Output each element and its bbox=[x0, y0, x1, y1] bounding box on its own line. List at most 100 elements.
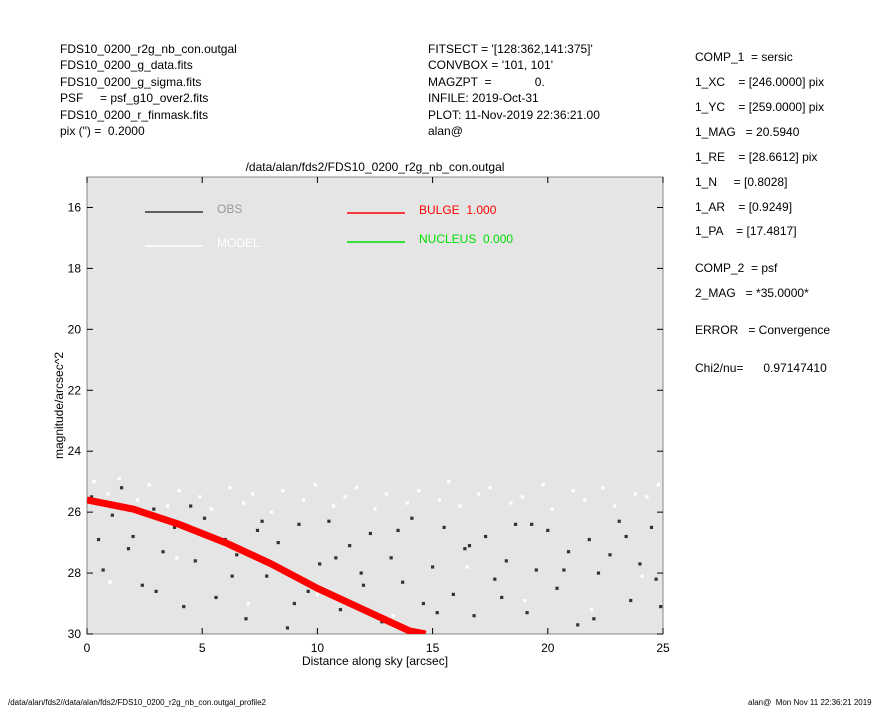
x-axis-label: Distance along sky [arcsec] bbox=[302, 654, 448, 668]
data-point bbox=[230, 574, 234, 578]
footer-right: alan@ Mon Nov 11 22:36:21 2019 bbox=[748, 698, 872, 707]
data-point bbox=[117, 477, 121, 481]
x-tick-label: 10 bbox=[311, 641, 325, 655]
legend-label: MODEL bbox=[217, 236, 260, 250]
legend-label: OBS bbox=[217, 202, 242, 216]
data-point bbox=[136, 498, 140, 502]
x-tick-label: 20 bbox=[541, 641, 555, 655]
parameter-line: 1_PA = [17.4817] bbox=[695, 224, 797, 238]
header-left-line: FDS10_0200_r2g_nb_con.outgal bbox=[60, 42, 237, 56]
header-middle-line: CONVBOX = '101, 101' bbox=[428, 58, 553, 73]
data-point bbox=[638, 562, 642, 566]
data-point bbox=[193, 559, 197, 563]
parameter-line: 1_AR = [0.9249] bbox=[695, 200, 793, 214]
data-point bbox=[435, 611, 439, 615]
header-middle-line: alan@ bbox=[428, 124, 463, 138]
data-point bbox=[327, 519, 331, 523]
parameter-line: 1_N = [0.8028] bbox=[695, 175, 788, 189]
x-tick-label: 5 bbox=[199, 641, 206, 655]
header-left-line: FDS10_0200_r_finmask.fits bbox=[60, 107, 209, 122]
data-point bbox=[477, 492, 481, 496]
parameter-line: 1_YC = [259.0000] pix bbox=[695, 100, 825, 114]
data-point bbox=[108, 580, 112, 584]
data-point bbox=[472, 614, 476, 618]
data-point bbox=[396, 528, 400, 533]
x-tick-label: 15 bbox=[426, 641, 440, 655]
data-point bbox=[465, 565, 469, 569]
data-point bbox=[546, 528, 550, 533]
parameter-line: COMP_2 = psf bbox=[695, 261, 778, 275]
data-point bbox=[172, 525, 177, 529]
y-tick-label: 26 bbox=[68, 505, 82, 519]
legend-label: NUCLEUS 0.000 bbox=[419, 232, 513, 246]
data-point bbox=[161, 550, 165, 554]
parameter-line: 1_RE = [28.6612] pix bbox=[695, 150, 818, 164]
data-point bbox=[645, 495, 649, 499]
data-point bbox=[177, 489, 181, 493]
data-point bbox=[525, 611, 529, 615]
data-point bbox=[228, 486, 232, 490]
data-point bbox=[659, 604, 663, 609]
data-point bbox=[530, 522, 534, 526]
data-point bbox=[198, 495, 202, 499]
data-point bbox=[292, 601, 296, 606]
data-point bbox=[633, 492, 637, 496]
y-tick-label: 30 bbox=[68, 627, 82, 641]
data-point bbox=[509, 501, 513, 505]
model-curve bbox=[87, 496, 427, 634]
header-left-line: FDS10_0200_g_sigma.fits bbox=[60, 74, 202, 89]
parameter-line: 1_XC = [246.0000] pix bbox=[695, 75, 825, 89]
data-point bbox=[587, 537, 591, 542]
header-middle-line: MAGZPT = 0. bbox=[428, 74, 545, 89]
data-point bbox=[384, 492, 389, 496]
data-point bbox=[281, 489, 285, 493]
data-point bbox=[571, 489, 575, 493]
chart-title: /data/alan/fds2/FDS10_0200_r2g_nb_con.ou… bbox=[246, 160, 505, 174]
data-point bbox=[368, 531, 372, 536]
data-point bbox=[566, 550, 571, 554]
x-tick-label: 25 bbox=[656, 641, 670, 655]
data-point bbox=[534, 568, 538, 572]
data-point bbox=[235, 553, 239, 557]
data-point bbox=[421, 601, 425, 606]
data-point bbox=[265, 574, 269, 578]
data-point bbox=[500, 595, 504, 600]
y-tick-label: 18 bbox=[68, 261, 82, 275]
data-point bbox=[483, 534, 488, 539]
data-point bbox=[244, 617, 248, 621]
data-point bbox=[301, 498, 306, 502]
data-point bbox=[458, 504, 462, 508]
data-point bbox=[391, 614, 396, 618]
data-point bbox=[463, 547, 467, 551]
data-point bbox=[331, 504, 336, 508]
data-point bbox=[656, 483, 660, 487]
data-point bbox=[576, 623, 580, 627]
y-tick-label: 24 bbox=[68, 444, 82, 458]
data-point bbox=[520, 495, 525, 499]
data-point bbox=[202, 516, 207, 520]
data-point bbox=[255, 528, 260, 533]
data-point bbox=[189, 504, 193, 508]
data-point bbox=[405, 501, 409, 505]
data-point bbox=[343, 495, 347, 499]
data-point bbox=[624, 534, 628, 539]
header-left-line: FDS10_0200_g_data.fits bbox=[60, 58, 193, 73]
data-point bbox=[182, 604, 186, 609]
header-middle-line: INFILE: 2019-Oct-31 bbox=[428, 91, 539, 106]
parameter-line: 1_MAG = 20.5940 bbox=[695, 125, 800, 139]
data-point bbox=[147, 483, 151, 487]
data-point bbox=[131, 534, 135, 539]
data-point bbox=[654, 577, 658, 581]
data-point bbox=[359, 571, 363, 575]
data-point bbox=[562, 568, 566, 572]
parameter-line: ERROR = Convergence bbox=[695, 323, 831, 337]
data-point bbox=[613, 504, 617, 508]
data-point bbox=[106, 492, 110, 496]
data-point bbox=[110, 513, 114, 517]
y-tick-label: 20 bbox=[68, 322, 82, 336]
data-point bbox=[596, 571, 601, 575]
y-tick-label: 16 bbox=[68, 200, 82, 214]
data-point bbox=[550, 507, 555, 511]
